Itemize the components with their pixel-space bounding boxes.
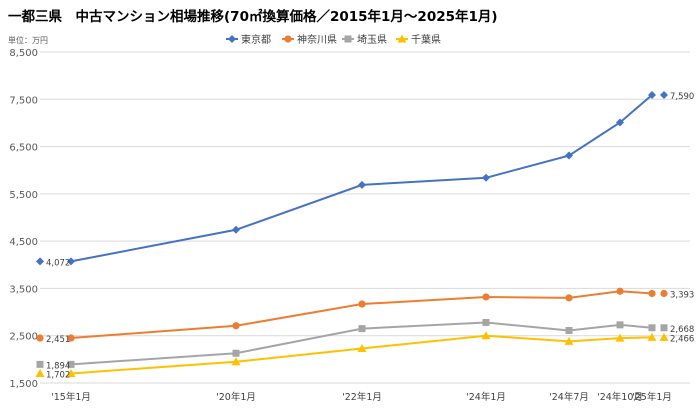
data-point [616, 118, 624, 127]
x-tick-label: '15年1月 [51, 391, 91, 403]
legend-marker [284, 35, 292, 43]
data-point [232, 225, 240, 234]
end-value-label: 2,466 [670, 334, 694, 344]
series: 4,072 7,590 [36, 91, 694, 268]
y-tick-label: 8,500 [9, 48, 38, 59]
start-value-marker [36, 257, 44, 266]
plot-area: 4,072 7,590 2,451 3,393 1,894 2,668 1,702 2,466 [35, 91, 694, 380]
x-tick-label: '25年1月 [632, 391, 672, 403]
end-value-label: 2,668 [670, 325, 694, 335]
data-point [647, 332, 657, 341]
data-point [482, 173, 490, 182]
data-point [232, 322, 240, 330]
legend: 東京都 神奈川県 埼玉県 千葉県 [226, 33, 441, 46]
y-axis: 8,500 7,500 6,500 5,500 4,500 3,500 2,500 1,500 [9, 48, 38, 390]
gridlines [40, 51, 690, 384]
start-value-label: 2,451 [46, 335, 70, 345]
data-point [67, 360, 75, 368]
end-value-label: 7,590 [670, 92, 694, 102]
legend-marker [397, 34, 407, 43]
end-value-label: 3,393 [670, 290, 694, 300]
data-point [67, 257, 75, 266]
data-point [358, 180, 366, 189]
y-tick-label: 7,500 [9, 95, 38, 106]
legend-marker [228, 35, 236, 43]
end-value-marker [660, 324, 668, 332]
start-value-label: 1,894 [46, 361, 70, 371]
data-point [482, 293, 490, 301]
y-tick-label: 5,500 [9, 190, 38, 201]
data-point [358, 325, 366, 333]
data-point [565, 151, 573, 160]
data-point [565, 327, 573, 335]
y-tick-label: 2,500 [9, 332, 38, 343]
start-value-marker [36, 360, 44, 368]
data-point [67, 334, 75, 342]
x-tick-label: '22年1月 [342, 391, 382, 403]
data-point [648, 324, 656, 332]
end-value-marker [660, 91, 668, 100]
y-tick-label: 3,500 [9, 284, 38, 295]
series: 2,451 3,393 [36, 287, 694, 345]
data-point [616, 321, 624, 329]
data-point [564, 336, 574, 345]
legend-marker [344, 35, 352, 43]
y-tick-label: 4,500 [9, 237, 38, 248]
data-point [481, 331, 491, 340]
series-line [70, 334, 653, 375]
series-line [70, 94, 653, 263]
data-point [66, 368, 76, 377]
x-axis: '15年1月 '20年1月 '22年1月 '24年1月 '24年7月 '24年10月'25… [51, 391, 672, 403]
start-value-label: 1,702 [46, 370, 70, 380]
start-value-label: 4,072 [46, 258, 70, 268]
series: 1,702 2,466 [35, 331, 694, 380]
data-point [648, 289, 656, 298]
x-tick-label: '24年10月 [597, 391, 643, 403]
end-value-marker [659, 332, 669, 341]
legend-label: 千葉県 [411, 33, 441, 46]
data-point [357, 343, 367, 352]
series: 1,894 2,668 [36, 318, 694, 371]
data-point [648, 91, 656, 100]
x-tick-label: '24年1月 [466, 391, 506, 403]
data-point [616, 287, 624, 295]
y-tick-label: 1,500 [9, 379, 38, 390]
data-point [482, 318, 490, 326]
data-point [615, 333, 625, 342]
x-tick-label: '20年1月 [216, 391, 256, 403]
data-point [231, 357, 241, 366]
chart-title: 一都三県 中古マンション相場推移(70㎡換算価格／2015年1月～2025年1月… [8, 8, 498, 25]
y-tick-label: 6,500 [9, 143, 38, 154]
legend-label: 神奈川県 [297, 33, 337, 46]
legend-label: 埼玉県 [357, 33, 387, 46]
data-point [232, 349, 240, 357]
end-value-marker [660, 289, 668, 298]
start-value-marker [36, 334, 44, 342]
data-point [565, 294, 573, 302]
start-value-marker [35, 368, 45, 377]
unit-label: 単位：万円 [8, 35, 48, 45]
data-point [358, 300, 366, 308]
x-tick-label: '24年7月 [549, 391, 589, 403]
legend-label: 東京都 [241, 33, 271, 46]
